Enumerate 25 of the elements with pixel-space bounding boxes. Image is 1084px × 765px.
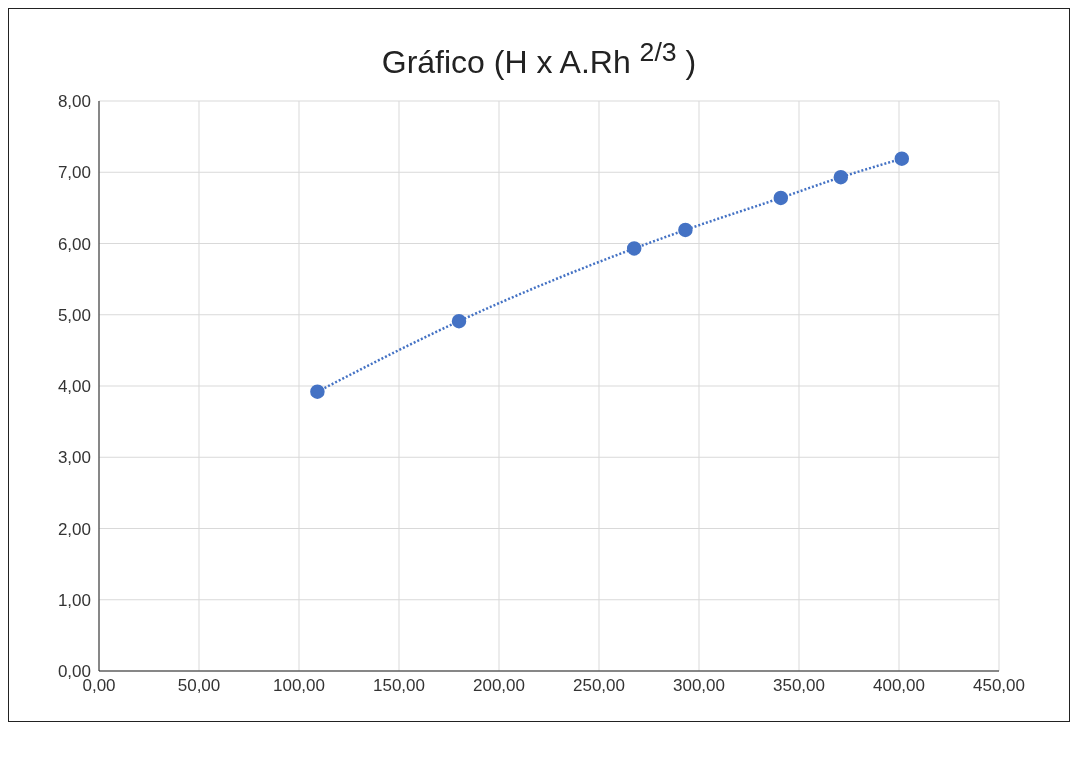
y-tick-label: 8,00 bbox=[57, 91, 91, 111]
point bbox=[833, 169, 849, 185]
x-tick-label: 350,00 bbox=[773, 675, 825, 695]
y-tick-label: 6,00 bbox=[57, 234, 91, 254]
y-tick-label: 7,00 bbox=[57, 162, 91, 182]
x-tick-label: 450,00 bbox=[973, 675, 1025, 695]
point bbox=[678, 222, 693, 237]
x-tick-label: 150,00 bbox=[373, 675, 425, 695]
x-tick-label: 200,00 bbox=[473, 675, 525, 695]
point bbox=[626, 240, 642, 256]
point bbox=[894, 151, 910, 166]
y-tick-label: 3,00 bbox=[57, 447, 91, 467]
x-tick-label: 300,00 bbox=[673, 675, 725, 695]
point bbox=[773, 190, 789, 205]
x-tick-label: 100,00 bbox=[273, 675, 325, 695]
x-tick-label: 50,00 bbox=[177, 675, 221, 695]
point bbox=[310, 384, 325, 399]
chart-title: Gráfico (H x A.Rh $^{2/3}$ ) bbox=[380, 36, 698, 81]
y-tick-label: 5,00 bbox=[57, 305, 91, 325]
point bbox=[451, 313, 467, 329]
y-tick-label: 4,00 bbox=[57, 376, 91, 396]
y-tick-label: 1,00 bbox=[57, 590, 91, 610]
x-tick-label: 250,00 bbox=[573, 675, 625, 695]
x-tick-label: 400,00 bbox=[873, 675, 925, 695]
y-tick-label: 2,00 bbox=[57, 519, 91, 539]
